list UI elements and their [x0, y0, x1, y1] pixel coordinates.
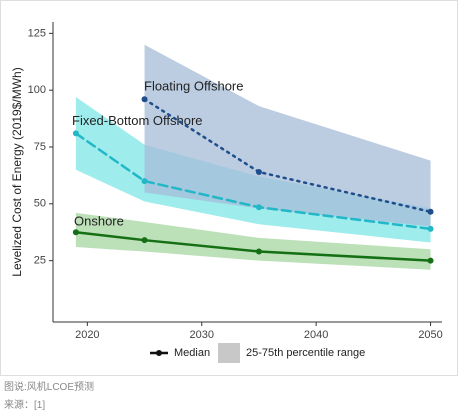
median-line: [74, 132, 432, 231]
y-tick-label: 75: [34, 141, 46, 153]
x-tick-label: 2020: [75, 329, 99, 341]
median-line: [74, 230, 432, 262]
median-point: [427, 225, 434, 232]
median-point: [141, 178, 148, 185]
series-label: Onshore: [74, 214, 124, 229]
median-point: [141, 96, 148, 103]
percentile-band: [144, 44, 431, 227]
y-tick-label: 125: [28, 27, 46, 39]
chart: Levelized Cost of Energy (2019$/MWh) Ons…: [0, 0, 458, 376]
median-point: [427, 208, 434, 215]
legend-range-swatch: [218, 343, 240, 363]
median-point: [427, 257, 434, 264]
median-point: [72, 130, 79, 137]
legend-median-dot: [156, 350, 162, 356]
caption: 图说:风机LCOE预测: [4, 382, 95, 393]
series-label: Floating Offshore: [144, 79, 243, 94]
y-axis-label: Levelized Cost of Energy (2019$/MWh): [10, 67, 24, 276]
series-label: Fixed-Bottom Offshore: [72, 113, 203, 128]
source: 来源：[1]: [4, 400, 46, 411]
median-point: [255, 204, 262, 211]
median-point: [255, 169, 262, 175]
legend-label: 25-75th percentile range: [246, 347, 365, 359]
x-tick-label: 2040: [304, 329, 328, 341]
y-tick-label: 50: [34, 198, 46, 210]
x-tick-label: 2030: [189, 329, 213, 341]
x-tick-label: 2050: [418, 329, 442, 341]
legend-label: Median: [174, 347, 210, 359]
y-tick-label: 100: [28, 84, 46, 96]
median-point: [255, 248, 262, 255]
median-point: [141, 237, 148, 244]
y-tick-label: 25: [34, 255, 46, 267]
median-point: [72, 229, 79, 236]
